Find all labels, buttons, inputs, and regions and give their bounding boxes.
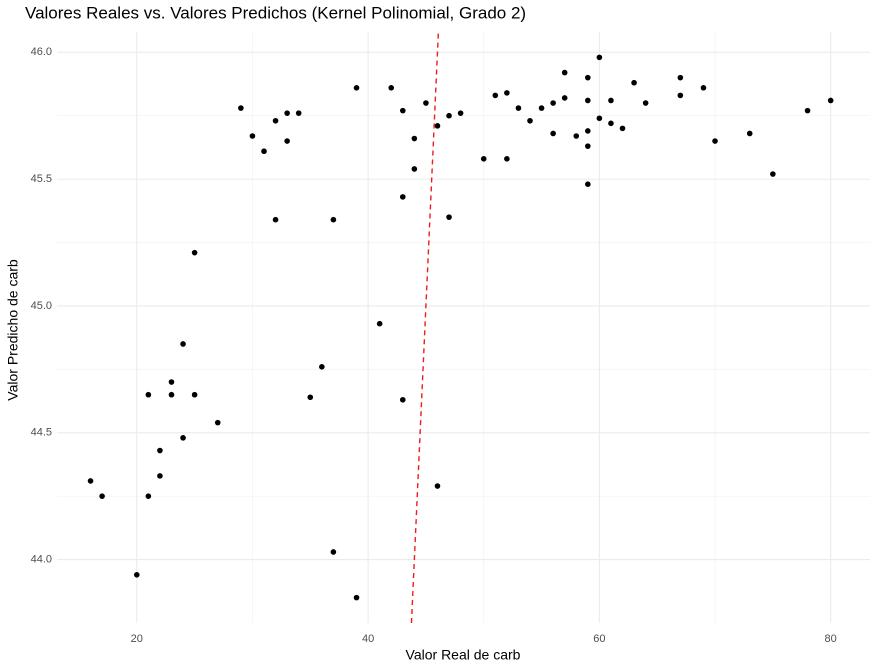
point — [399, 194, 406, 200]
point — [504, 90, 510, 96]
point — [504, 156, 510, 162]
x-tick-label: 60 — [593, 633, 605, 645]
point — [168, 379, 175, 385]
point — [608, 97, 614, 104]
point — [295, 110, 302, 116]
point — [770, 171, 776, 177]
x-tick-label: 80 — [825, 633, 837, 645]
point — [457, 110, 464, 116]
y-tick-label: 45.5 — [31, 173, 52, 185]
point — [411, 135, 418, 142]
y-tick-label: 44.0 — [31, 553, 52, 565]
point — [631, 79, 637, 86]
point — [376, 320, 383, 327]
point — [642, 100, 649, 106]
point — [434, 123, 441, 129]
point — [168, 391, 175, 398]
point — [527, 117, 533, 124]
point — [712, 138, 718, 144]
y-tick-label: 46.0 — [31, 46, 52, 58]
point — [700, 85, 707, 91]
point — [157, 473, 163, 479]
point — [596, 115, 603, 122]
x-tick-label: 40 — [362, 633, 374, 645]
point — [284, 138, 290, 144]
point — [353, 85, 360, 91]
point — [550, 130, 556, 137]
point — [353, 594, 360, 601]
point — [157, 447, 163, 454]
point — [214, 419, 221, 426]
x-axis-label: Valor Real de carb — [406, 647, 521, 663]
point — [446, 214, 452, 220]
point — [272, 216, 279, 223]
point — [492, 92, 499, 99]
identity-line — [410, 31, 440, 624]
point — [261, 148, 267, 155]
point — [399, 396, 406, 403]
point — [573, 133, 580, 139]
point — [191, 391, 198, 398]
point — [585, 74, 591, 81]
point — [550, 100, 556, 106]
point — [677, 92, 684, 99]
point — [180, 435, 186, 441]
y-axis-label: Valor Predicho de carb — [5, 259, 21, 401]
point — [99, 493, 105, 499]
point — [608, 120, 614, 127]
point — [87, 478, 94, 484]
point — [249, 133, 256, 139]
point — [423, 100, 429, 106]
point — [827, 97, 834, 104]
point — [538, 105, 545, 111]
point — [191, 249, 198, 256]
point — [434, 483, 441, 489]
y-tick-label: 45.0 — [31, 300, 52, 312]
point — [804, 107, 811, 114]
point — [180, 341, 186, 347]
point — [330, 216, 337, 223]
point — [585, 181, 591, 187]
y-tick-label: 44.5 — [31, 427, 52, 439]
point — [399, 107, 406, 114]
point — [307, 394, 314, 401]
point — [411, 166, 418, 172]
point — [515, 105, 522, 111]
point — [746, 130, 753, 137]
point — [480, 156, 487, 162]
point — [272, 117, 279, 124]
point — [145, 391, 152, 398]
point — [585, 143, 591, 149]
point — [388, 85, 395, 91]
point — [133, 572, 140, 578]
point — [561, 95, 568, 101]
point — [446, 112, 452, 119]
point — [596, 54, 603, 61]
point — [284, 110, 290, 116]
point — [561, 69, 568, 76]
x-tick-label: 20 — [131, 633, 143, 645]
point — [677, 74, 684, 81]
point — [238, 105, 244, 111]
point — [145, 493, 152, 499]
point — [585, 97, 591, 104]
point — [585, 128, 591, 134]
chart-title: Valores Reales vs. Valores Predichos (Ke… — [25, 3, 526, 22]
point — [330, 549, 337, 555]
point — [619, 125, 626, 132]
point — [319, 364, 325, 370]
